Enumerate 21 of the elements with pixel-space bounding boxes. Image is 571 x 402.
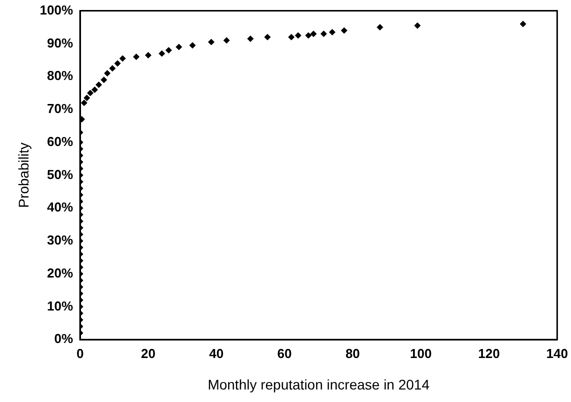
y-tick-label: 50% <box>47 166 74 182</box>
y-tick-label: 10% <box>47 298 74 314</box>
x-tick-label: 80 <box>345 346 360 361</box>
x-tick-label: 40 <box>209 346 224 361</box>
y-tick-label: 30% <box>47 232 74 248</box>
y-tick-label: 90% <box>47 35 74 50</box>
y-tick-label: 70% <box>47 101 74 116</box>
x-tick-label: 140 <box>546 346 568 361</box>
x-tick-label: 60 <box>277 346 292 361</box>
y-tick-label: 20% <box>47 265 74 280</box>
y-tick-label: 0% <box>54 331 74 346</box>
x-tick-label: 20 <box>140 346 156 361</box>
x-tick-label: 0 <box>76 346 84 361</box>
x-axis-title: Monthly reputation increase in 2014 <box>208 376 430 392</box>
y-tick-label: 60% <box>47 134 74 149</box>
x-tick-label: 100 <box>410 346 432 361</box>
x-tick-label: 120 <box>478 346 500 361</box>
y-axis-title: Probability <box>15 142 32 208</box>
y-tick-label: 100% <box>40 2 74 18</box>
y-tick-label: 40% <box>47 200 74 215</box>
y-tick-label: 80% <box>47 68 74 84</box>
